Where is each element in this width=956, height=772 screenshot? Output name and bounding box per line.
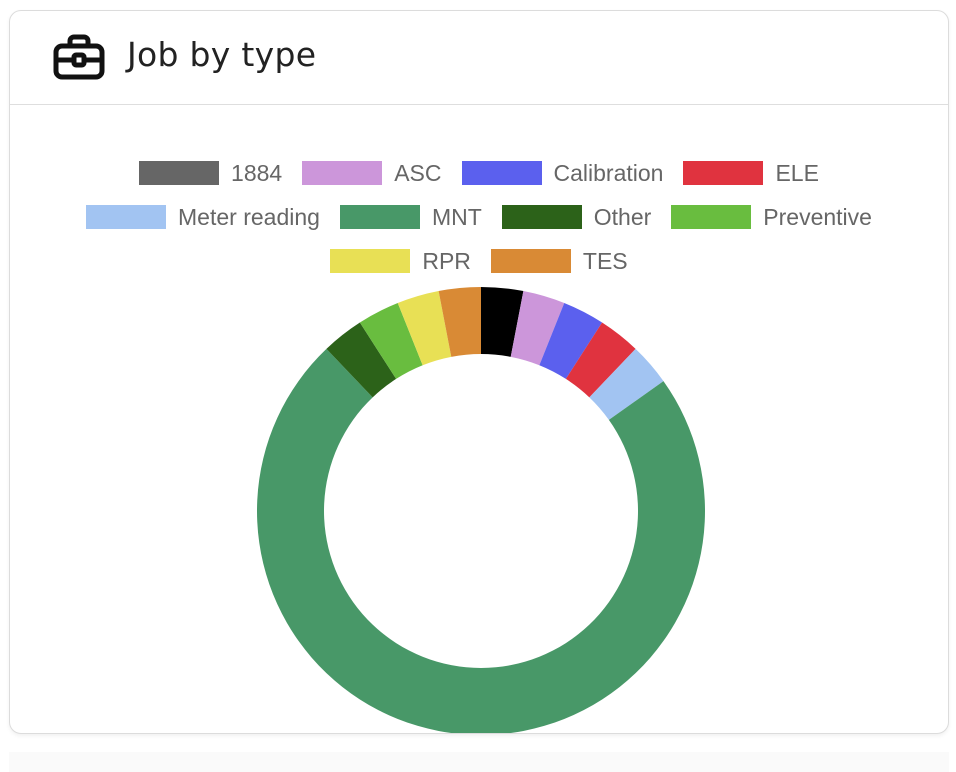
legend-label: Calibration bbox=[553, 159, 664, 186]
legend-swatch bbox=[501, 205, 582, 229]
legend-item[interactable]: RPR bbox=[330, 248, 471, 275]
doughnut-slice-tes[interactable] bbox=[438, 287, 481, 357]
doughnut-slice-other[interactable] bbox=[326, 322, 397, 398]
card-shadow-strip bbox=[9, 752, 949, 772]
doughnut-chart bbox=[257, 287, 705, 734]
legend-item[interactable]: MNT bbox=[339, 203, 482, 231]
legend-swatch bbox=[330, 249, 411, 273]
legend-row: RPR TES bbox=[10, 239, 948, 283]
doughnut-slice-mnt[interactable] bbox=[257, 348, 705, 734]
doughnut-slice-1884[interactable] bbox=[481, 287, 524, 357]
legend-label: TES bbox=[582, 247, 628, 274]
legend-item[interactable]: Calibration bbox=[461, 159, 664, 187]
legend-label: MNT bbox=[431, 203, 482, 230]
doughnut-slice-asc[interactable] bbox=[510, 291, 565, 366]
legend-label: Preventive bbox=[763, 203, 872, 230]
job-by-type-card: Job by type 1884 ASC Calibration ELE Meter r… bbox=[9, 10, 949, 734]
legend-item[interactable]: TES bbox=[490, 247, 628, 275]
legend-item[interactable]: Other bbox=[501, 203, 652, 231]
briefcase-icon bbox=[53, 34, 105, 80]
legend-row: Meter reading MNT Other Preventive bbox=[10, 195, 948, 239]
legend-item[interactable]: Meter reading bbox=[86, 204, 320, 231]
doughnut-slice-ele[interactable] bbox=[565, 322, 636, 398]
legend-swatch bbox=[339, 205, 420, 229]
legend-item[interactable]: 1884 bbox=[139, 160, 282, 187]
legend-label: 1884 bbox=[231, 159, 283, 186]
legend-swatch bbox=[302, 161, 383, 185]
legend-swatch bbox=[683, 161, 764, 185]
chart-legend: 1884 ASC Calibration ELE Meter reading MNT Oth… bbox=[10, 151, 948, 283]
legend-label: ELE bbox=[775, 159, 819, 186]
legend-swatch bbox=[671, 205, 752, 229]
legend-label: RPR bbox=[422, 247, 471, 274]
legend-row: 1884 ASC Calibration ELE bbox=[10, 151, 948, 195]
card-header: Job by type bbox=[10, 11, 948, 105]
legend-label: Other bbox=[593, 203, 652, 230]
legend-item[interactable]: Preventive bbox=[671, 204, 872, 231]
card-title: Job by type bbox=[127, 35, 317, 74]
legend-label: Meter reading bbox=[178, 203, 320, 230]
legend-swatch bbox=[86, 205, 167, 229]
doughnut-slice-meter-reading[interactable] bbox=[589, 348, 664, 420]
legend-swatch bbox=[461, 161, 542, 185]
doughnut-slice-preventive[interactable] bbox=[359, 303, 423, 379]
doughnut-slice-calibration[interactable] bbox=[539, 303, 603, 379]
legend-swatch bbox=[490, 249, 571, 273]
legend-item[interactable]: ASC bbox=[302, 159, 442, 187]
legend-item[interactable]: ELE bbox=[683, 159, 819, 187]
legend-swatch bbox=[139, 161, 220, 185]
doughnut-slice-rpr[interactable] bbox=[397, 291, 452, 366]
legend-label: ASC bbox=[394, 159, 442, 186]
